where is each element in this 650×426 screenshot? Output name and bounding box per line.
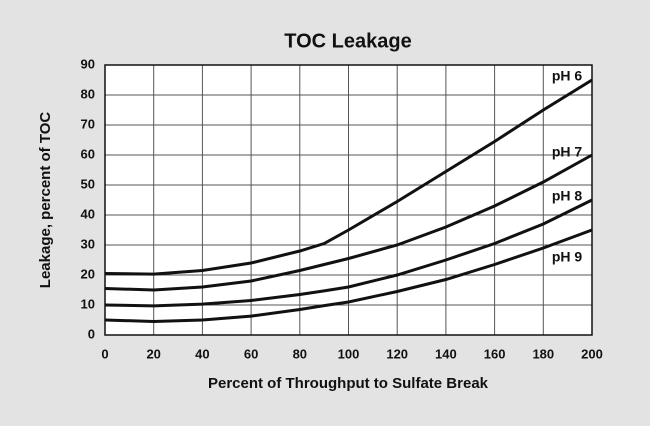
series-label: pH 9 (552, 249, 583, 265)
y-tick-label: 30 (81, 236, 95, 251)
x-tick-label: 60 (244, 346, 258, 361)
y-axis-label: Leakage, percent of TOC (37, 112, 54, 289)
x-tick-label: 140 (435, 346, 457, 361)
series-line (104, 153, 593, 292)
x-tick-label: 160 (484, 346, 506, 361)
x-tick-label: 80 (293, 346, 307, 361)
x-tick-label: 0 (101, 346, 108, 361)
y-tick-label: 10 (81, 296, 95, 311)
series-label: pH 6 (552, 68, 583, 84)
y-tick-label: 80 (81, 86, 95, 101)
y-tick-label: 0 (88, 326, 95, 341)
x-tick-label: 200 (581, 346, 603, 361)
x-tick-label: 180 (532, 346, 554, 361)
x-tick-label: 20 (146, 346, 160, 361)
y-tick-label: 50 (81, 176, 95, 191)
series-label: pH 8 (552, 188, 583, 204)
x-tick-label: 40 (195, 346, 209, 361)
chart-title: TOC Leakage (284, 30, 411, 52)
y-tick-label: 90 (81, 56, 95, 71)
series-line (104, 228, 593, 324)
y-tick-label: 70 (81, 116, 95, 131)
series-line (104, 78, 593, 276)
x-tick-label: 120 (386, 346, 408, 361)
x-axis-label: Percent of Throughput to Sulfate Break (208, 375, 489, 392)
y-tick-label: 20 (81, 266, 95, 281)
y-tick-label: 40 (81, 206, 95, 221)
series-label: pH 7 (552, 144, 583, 160)
x-tick-label: 100 (338, 346, 360, 361)
y-tick-label: 60 (81, 146, 95, 161)
series-line (104, 198, 593, 308)
